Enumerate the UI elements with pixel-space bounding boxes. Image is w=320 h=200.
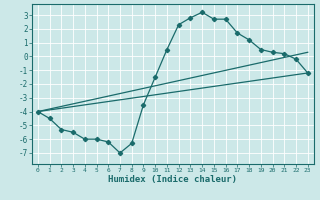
X-axis label: Humidex (Indice chaleur): Humidex (Indice chaleur): [108, 175, 237, 184]
